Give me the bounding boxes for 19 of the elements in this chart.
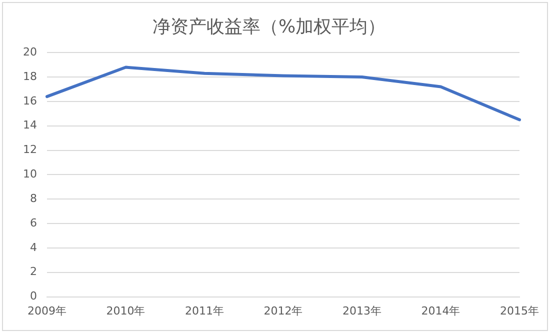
x-tick-label: 2013年 [342, 304, 382, 318]
x-tick-label: 2010年 [106, 304, 146, 318]
x-tick-label: 2011年 [185, 304, 224, 318]
x-tick-label: 2012年 [264, 304, 303, 318]
y-tick-label: 0 [30, 290, 37, 303]
y-tick-label: 18 [22, 70, 37, 83]
chart-title: 净资产收益率（%加权平均） [152, 16, 386, 38]
y-tick-label: 8 [30, 192, 37, 205]
x-tick-label: 2015年 [500, 304, 540, 318]
y-tick-label: 2 [30, 265, 37, 278]
y-tick-label: 4 [30, 240, 37, 254]
y-tick-label: 12 [22, 143, 37, 156]
x-tick-label: 2009年 [27, 304, 66, 318]
x-tick-label: 2014年 [421, 304, 460, 318]
y-tick-label: 20 [22, 45, 37, 58]
y-tick-label: 14 [22, 118, 37, 132]
y-tick-label: 10 [22, 168, 37, 181]
y-tick-label: 16 [22, 94, 37, 108]
y-tick-label: 6 [30, 216, 37, 230]
